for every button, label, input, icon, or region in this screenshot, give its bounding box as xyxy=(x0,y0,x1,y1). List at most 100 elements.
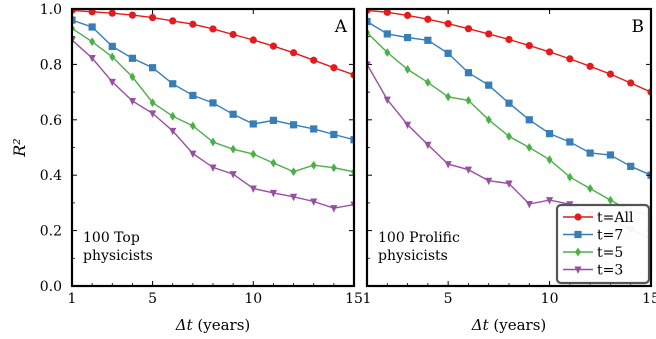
panel-b-series-1-point-11 xyxy=(586,149,594,157)
panel-b-series-0 xyxy=(367,9,651,96)
panel-b-legend-label-1: t=7 xyxy=(597,228,623,244)
panel-a-series-1 xyxy=(72,16,354,144)
panel-b-series-2-point-6 xyxy=(485,115,492,125)
panel-b-series-2-point-4 xyxy=(445,92,452,102)
panel-b-annotation-line-0: 100 Prolific xyxy=(378,230,460,246)
panel-a-series-1-point-7 xyxy=(209,99,217,107)
panel-a-series-2-point-5 xyxy=(169,111,176,121)
panel-b-legend-entry-1: t=7 xyxy=(563,228,623,244)
panel-b-x-tick-label-3: 15 xyxy=(642,291,656,307)
panel-b-series-0-point-10 xyxy=(566,55,574,63)
panel-a-y-tick-label-5: 1.0 xyxy=(40,2,62,18)
panel-a-x-tick-label-0: 1 xyxy=(68,291,77,307)
panel-a-series-3-point-4 xyxy=(148,110,157,118)
panel-a-plot-area xyxy=(72,9,354,213)
panel-a-series-1-point-1 xyxy=(88,23,96,31)
panel-b-series-1-point-2 xyxy=(403,33,412,42)
panel-b-series-1-point-0 xyxy=(367,17,371,26)
panel-b-series-0-point-13 xyxy=(627,79,635,87)
panel-b-series-3-point-9 xyxy=(545,197,554,205)
panel-a-x-tick-label-3: 15 xyxy=(345,291,363,307)
panel-b-legend: t=All t=7t=5 t=3 xyxy=(555,203,651,285)
panel-a-series-3-point-1 xyxy=(88,55,96,63)
panel-a-series-1-point-11 xyxy=(289,121,298,129)
panel-b-series-2-point-9 xyxy=(546,155,553,165)
panel-b-annotation-line-1: physicists xyxy=(378,248,448,264)
panel-a-series-1-point-13 xyxy=(330,130,338,139)
panel-a-series-3-point-6 xyxy=(189,150,197,158)
panel-a: 1 5 10 150.00.20.40.60.81.0Δt (years)R²A100… xyxy=(10,2,363,334)
panel-b-series-3-point-8 xyxy=(525,201,533,209)
panel-a-series-0-point-3 xyxy=(128,11,137,19)
panel-a-series-2-point-3 xyxy=(129,72,136,82)
panel-a-series-2-point-13 xyxy=(330,163,337,173)
panel-a-series-3-point-2 xyxy=(108,78,116,87)
panel-b-series-3-point-5 xyxy=(464,166,473,175)
panel-b-legend-frame xyxy=(555,203,651,285)
panel-a-series-2-point-11 xyxy=(290,167,297,176)
panel-a-series-0-point-7 xyxy=(209,25,217,33)
panel-a-series-0-point-2 xyxy=(108,9,116,17)
panel-a-series-3-point-3 xyxy=(128,97,137,106)
panel-b-series-2-point-12 xyxy=(607,195,614,205)
panel-b-series-2-point-2 xyxy=(404,64,411,74)
panel-b-series-1-point-7 xyxy=(505,99,513,107)
panel-b-legend-marker-3 xyxy=(574,266,582,274)
panel-a-series-1-point-10 xyxy=(269,116,278,124)
panel-b-series-1-point-6 xyxy=(485,81,493,89)
panel-a-series-3-point-10 xyxy=(269,189,278,198)
panel-a-series-2-point-10 xyxy=(270,158,277,168)
panel-a-series-2-point-4 xyxy=(149,98,156,108)
panel-a-series-1-point-9 xyxy=(249,120,257,128)
panel-a-series-3-point-8 xyxy=(229,171,237,179)
panel-b-legend-marker-1 xyxy=(574,230,582,239)
panel-a-series-0-point-13 xyxy=(330,64,338,72)
panel-a-series-2-point-8 xyxy=(230,144,237,154)
panel-a-series-0 xyxy=(72,9,354,79)
panel-a-label: A xyxy=(334,17,348,37)
panel-b-series-1-point-8 xyxy=(525,116,533,124)
panel-b-label: B xyxy=(632,17,645,37)
panel-b-series-1-point-4 xyxy=(444,49,452,57)
panel-b-series-0-point-7 xyxy=(505,35,513,44)
panel-b-series-3-point-4 xyxy=(444,161,452,169)
panel-b-series-0-point-1 xyxy=(383,9,391,16)
panel-b-series-1 xyxy=(367,17,651,179)
panel-a-series-1-point-5 xyxy=(169,80,177,88)
panel-a-series-2-point-12 xyxy=(310,160,317,170)
panel-b-legend-entry-0: t=All xyxy=(563,210,634,226)
panel-a-series-0-point-11 xyxy=(289,49,298,57)
panel-b-x-tick-label-2: 10 xyxy=(541,291,559,307)
panel-a-series-0-point-1 xyxy=(88,9,96,16)
panel-a-x-axis-label: Δt (years) xyxy=(175,316,251,334)
panel-a-x-tick-label-2: 10 xyxy=(244,291,262,307)
panel-a-series-1-point-12 xyxy=(310,125,318,133)
panel-a-series-2-point-7 xyxy=(210,137,216,147)
panel-b-series-2-point-10 xyxy=(566,172,573,182)
panel-a-series-0-point-10 xyxy=(269,42,278,50)
panel-a-series-2-point-9 xyxy=(250,149,257,159)
panel-a-y-tick-label-3: 0.6 xyxy=(40,113,62,129)
panel-b-series-1-point-1 xyxy=(383,30,391,38)
panel-a-y-tick-label-0: 0.0 xyxy=(40,279,62,295)
panel-b-legend-label-2: t=5 xyxy=(597,245,623,261)
panel-b-series-1-point-13 xyxy=(627,162,635,170)
panel-b-series-0-point-8 xyxy=(525,41,533,50)
panel-a-series-3-point-11 xyxy=(289,193,298,202)
panel-b-series-0-point-9 xyxy=(545,48,554,56)
panel-b-series-1-point-9 xyxy=(545,130,554,138)
panel-a-y-tick-label-1: 0.2 xyxy=(40,224,62,240)
panel-b-series-3-point-6 xyxy=(485,177,493,186)
panel-a-series-0-point-6 xyxy=(189,20,197,28)
panel-a-series-2-point-6 xyxy=(189,121,196,131)
panel-a-series-0-point-12 xyxy=(310,56,318,64)
panel-b-series-2-point-5 xyxy=(465,96,472,105)
panel-a-series-3-point-7 xyxy=(209,164,217,172)
panel-b-legend-entry-3: t=3 xyxy=(563,263,623,279)
panel-a-series-3-line xyxy=(72,39,354,209)
panel-b-series-0-point-12 xyxy=(606,70,615,78)
panel-b-series-1-point-3 xyxy=(424,36,432,44)
panel-b-legend-label-0: t=All xyxy=(597,210,634,226)
panel-a-annotation-line-0: 100 Top xyxy=(83,230,140,246)
panel-a-x-tick-label-1: 5 xyxy=(148,291,157,307)
